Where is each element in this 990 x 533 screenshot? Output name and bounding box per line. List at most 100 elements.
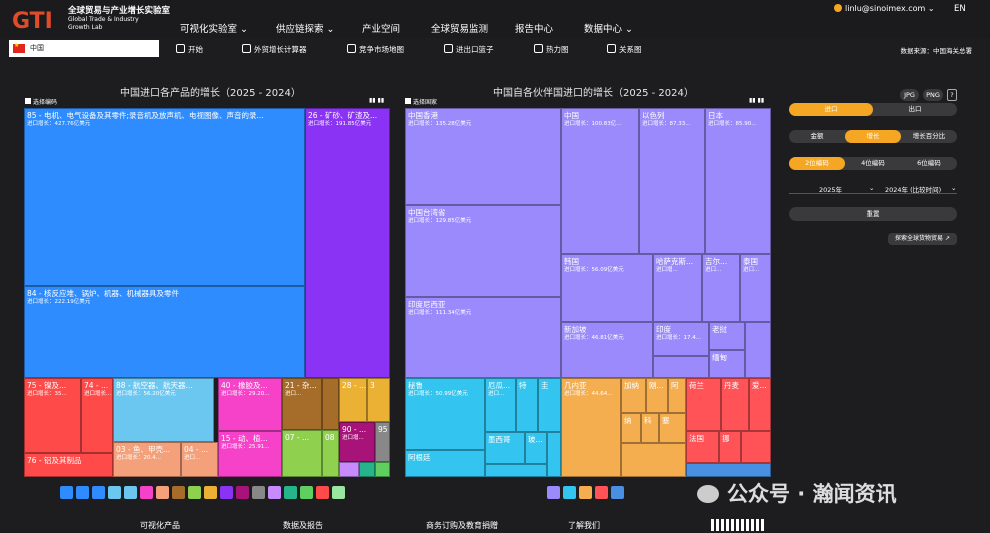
- category-machinery-icon[interactable]: [76, 486, 89, 499]
- tile-peru[interactable]: 秘鲁 进口增长：50.99亿美元: [405, 378, 485, 450]
- tile-netherlands[interactable]: 荷兰: [686, 378, 721, 431]
- category-mineral-icon[interactable]: [220, 486, 233, 499]
- tool-start[interactable]: 开始: [176, 44, 203, 55]
- tile-eu-small[interactable]: [741, 431, 771, 463]
- tile-bolivia[interactable]: 玻...: [525, 432, 547, 464]
- tile-france[interactable]: 法国: [686, 431, 719, 463]
- tile-88[interactable]: 88 - 航空器、航天器... 进口增长：56.20亿美元: [113, 378, 214, 442]
- tile-denmark[interactable]: 丹麦: [721, 378, 749, 431]
- gti-logo[interactable]: GTI: [10, 6, 65, 32]
- country-selector[interactable]: 中国: [9, 40, 159, 57]
- tile-trinidad[interactable]: 特: [516, 378, 538, 432]
- tile-am-small[interactable]: [547, 432, 561, 477]
- footer-link-about[interactable]: 了解我们: [568, 521, 600, 530]
- tile-22[interactable]: [322, 378, 339, 430]
- tile-kazakhstan[interactable]: 哈萨克斯... 进口增...: [653, 254, 702, 322]
- tile-laos[interactable]: 老挝: [709, 322, 745, 350]
- tool-relation[interactable]: 关系图: [607, 44, 642, 55]
- user-menu[interactable]: linlu@sinoimex.com ⌄: [834, 4, 935, 13]
- tile-ireland[interactable]: 爱...: [749, 378, 771, 431]
- region-oceania-icon[interactable]: [611, 486, 624, 499]
- tile-3x[interactable]: 3: [367, 378, 390, 422]
- tool-heatmap[interactable]: 热力图: [534, 44, 569, 55]
- level-2-option[interactable]: 2位编码: [789, 157, 845, 170]
- footer-link-data[interactable]: 数据及报告: [283, 521, 323, 530]
- tile-namibia[interactable]: 纳: [621, 413, 641, 443]
- tile-israel[interactable]: 以色列 进口增长：87.33...: [639, 108, 705, 254]
- direction-import-option[interactable]: 进口: [789, 103, 873, 116]
- left-select-code[interactable]: 选择编码: [25, 97, 57, 106]
- tile-21[interactable]: 21 - 杂... 进口...: [282, 378, 322, 430]
- tile-senegal[interactable]: 塞: [659, 413, 686, 443]
- tile-85[interactable]: 85 - 电机、电气设备及其零件;录音机及放声机、电视图像、声音的录... 进口增…: [24, 108, 305, 286]
- tile-26[interactable]: 26 - 矿砂、矿渣及... 进口增长：191.85亿美元: [305, 108, 390, 378]
- category-food-icon[interactable]: [172, 486, 185, 499]
- category-other-icon[interactable]: [332, 486, 345, 499]
- tile-90[interactable]: 90 - ... 进口增...: [339, 422, 375, 462]
- tile-guinea[interactable]: 几内亚 进口增长：44.64...: [561, 378, 621, 477]
- region-americas-icon[interactable]: [563, 486, 576, 499]
- tile-misc1[interactable]: [339, 462, 359, 477]
- footer-link-products[interactable]: 可视化产品: [140, 521, 180, 530]
- year-from-chevron-icon[interactable]: ⌄: [869, 184, 875, 192]
- tile-76[interactable]: 76 - 铝及其制品: [24, 453, 113, 477]
- tile-40[interactable]: 40 - 橡胶及... 进口增长：29.20...: [218, 378, 282, 431]
- tile-korea[interactable]: 韩国 进口增长：56.09亿美元: [561, 254, 653, 322]
- tile-misc3[interactable]: [375, 462, 390, 477]
- tile-75[interactable]: 75 - 镍及... 进口增长：35...: [24, 378, 81, 453]
- tile-norway[interactable]: 挪: [719, 431, 741, 463]
- year-from-select[interactable]: 2025年: [819, 186, 843, 194]
- tile-singapore[interactable]: 新加坡 进口增长：46.81亿美元: [561, 322, 653, 378]
- category-vehicle-icon[interactable]: [92, 486, 105, 499]
- category-wood-icon[interactable]: [284, 486, 297, 499]
- tile-74[interactable]: 74 - ... 进口增长...: [81, 378, 113, 453]
- export-jpg-button[interactable]: JPG: [900, 89, 919, 101]
- tile-07[interactable]: 07 - ...: [282, 430, 322, 477]
- tile-ghana[interactable]: 加纳: [621, 378, 646, 413]
- level-6-option[interactable]: 6位编码: [917, 159, 941, 167]
- category-ship-icon[interactable]: [108, 486, 121, 499]
- tile-myanmar[interactable]: 缅甸: [709, 350, 745, 378]
- tile-guyana[interactable]: 圭: [538, 378, 561, 432]
- tile-indonesia[interactable]: 印度尼西亚 进口增长：111.34亿美元: [405, 297, 561, 378]
- tool-basket[interactable]: 进出口篮子: [444, 44, 494, 55]
- category-plant-icon[interactable]: [300, 486, 313, 499]
- tile-thailand[interactable]: 泰国 进口...: [740, 254, 771, 322]
- tile-04[interactable]: 04 - ... 进口...: [181, 442, 218, 477]
- tile-kyrgyz[interactable]: 吉尔... 进口...: [702, 254, 740, 322]
- category-tool-icon[interactable]: [252, 486, 265, 499]
- nav-trade-monitor[interactable]: 全球贸易监测: [431, 24, 489, 35]
- nav-supply-chain[interactable]: 供应链探索 ⌄: [276, 24, 335, 35]
- metric-growth-option[interactable]: 增长: [845, 130, 901, 143]
- nav-data-center[interactable]: 数据中心 ⌄: [584, 24, 633, 35]
- reset-button[interactable]: 重置: [789, 207, 957, 221]
- tile-hongkong[interactable]: 中国香港 进口增长：135.28亿美元: [405, 108, 561, 205]
- year-to-chevron-icon[interactable]: ⌄: [951, 184, 957, 192]
- right-chart-icons[interactable]: ▮▮ ▮▮: [749, 97, 765, 104]
- metric-amount-option[interactable]: 金额: [810, 132, 824, 140]
- category-metal-icon[interactable]: [316, 486, 329, 499]
- year-to-select[interactable]: 2024年 (比较时间): [885, 186, 942, 194]
- tile-mexico[interactable]: 墨西哥: [485, 432, 525, 464]
- level-4-option[interactable]: 4位编码: [861, 159, 885, 167]
- tile-oceania[interactable]: [686, 463, 771, 477]
- tile-india[interactable]: 印度 进口增长：17.4...: [653, 322, 709, 356]
- tile-ecuador[interactable]: 厄瓜... 进口...: [485, 378, 516, 432]
- nav-report-center[interactable]: 报告中心: [515, 24, 554, 35]
- help-icon[interactable]: ?: [947, 89, 957, 101]
- tile-china[interactable]: 中国 进口增长：100.83亿...: [561, 108, 639, 254]
- footer-link-subscribe[interactable]: 商务订购及教育捐赠: [426, 521, 498, 530]
- tile-08[interactable]: 08: [322, 430, 339, 477]
- language-toggle[interactable]: EN: [954, 4, 966, 14]
- tile-am-small2[interactable]: [485, 464, 547, 477]
- tile-taiwan[interactable]: 中国台湾省 进口增长：129.85亿美元: [405, 205, 561, 297]
- nav-industry-space[interactable]: 产业空间: [362, 24, 401, 35]
- explore-global-trade-link[interactable]: 探索全球货物贸易 ↗: [888, 233, 957, 245]
- region-europe-icon[interactable]: [595, 486, 608, 499]
- category-aircraft-icon[interactable]: [124, 486, 137, 499]
- nav-visual-lab[interactable]: 可视化实验室 ⌄: [180, 24, 248, 35]
- category-electrical-icon[interactable]: [60, 486, 73, 499]
- tile-japan[interactable]: 日本 进口增长：85.90...: [705, 108, 771, 254]
- tile-84[interactable]: 84 - 核反应堆、锅炉、机器、机械器具及零件 进口增长：222.19亿美元: [24, 286, 305, 378]
- category-veg-icon[interactable]: [188, 486, 201, 499]
